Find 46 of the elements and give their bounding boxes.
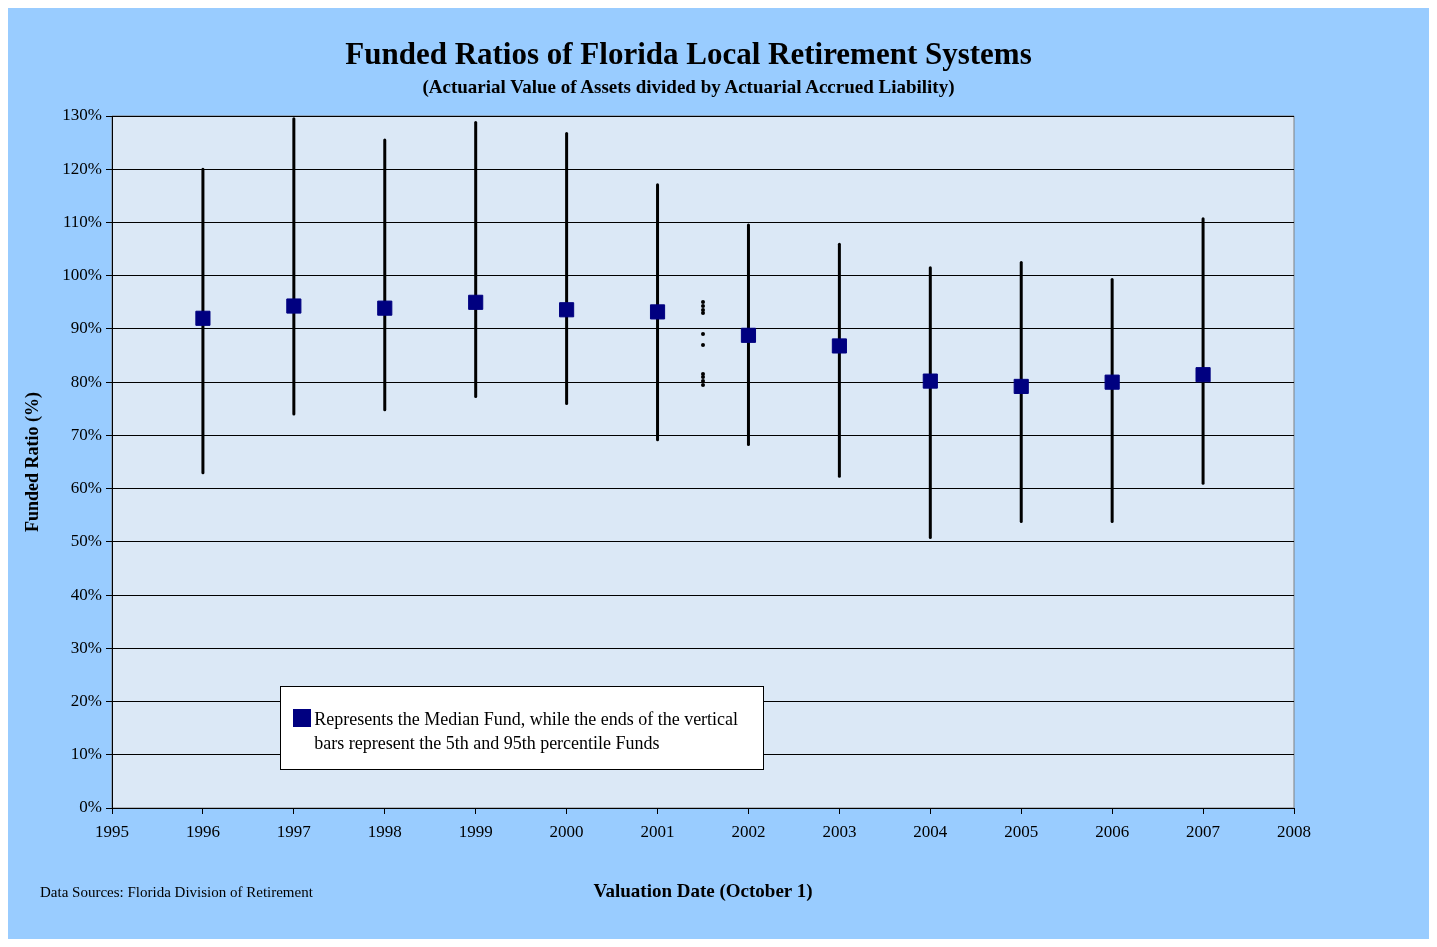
x-tick-label: 1995 [95,821,129,841]
point [377,300,393,316]
point [922,373,938,389]
point [468,294,484,310]
x-tick-label: 2006 [1095,821,1130,841]
x-tick-label: 1999 [458,821,493,841]
y-tick-label: 0% [79,797,102,817]
x-tick-label: 2002 [731,821,766,841]
point [740,327,757,343]
y-tick-label: 130% [62,105,102,125]
chart-title: Funded Ratios of Florida Local Retirement Systems [344,36,1033,72]
y-tick-label: 60% [70,478,102,498]
x-tick-label: 2007 [1186,821,1221,841]
point [1013,378,1029,394]
y-axis-title: Funded Ratio (%) [21,391,43,533]
chart-subtitle: (Actuarial Value of Assets divided by Actuarial Accrued Liability) [421,76,956,98]
y-tick-label: 80% [70,371,102,391]
y-tick-label: 90% [70,318,102,338]
y-tick-label: 110% [62,211,102,231]
y-tick-label: 70% [70,424,102,444]
text: Data Sources: Florida Division of Retirement [40,884,313,901]
x-tick-label: 1996 [185,821,220,841]
x-axis-title: Valuation Date (October 1) [593,880,813,901]
x-tick-label: 1997 [276,821,312,841]
legend-label: Represents the Median Fund, while the ends of the vertical bars represent the 5th and 95th percentile Funds [314,707,740,755]
y-tick-label: 30% [70,637,102,657]
point [559,302,575,318]
y-tick-label: 40% [70,584,102,604]
x-tick-label: 2001 [640,821,675,841]
y-tick-label: 20% [70,691,102,711]
point [1104,374,1120,390]
x-tick-label: 2004 [913,821,948,841]
point [831,338,847,354]
x-tick-label: 2003 [822,821,857,841]
point [1195,367,1211,383]
y-tick-label: 50% [70,531,102,551]
point [286,298,302,314]
y-tick-label: 120% [62,158,102,178]
x-tick-label: 2008 [1277,821,1311,841]
x-tick-label: 1998 [367,821,402,841]
y-tick-label: 10% [70,744,102,764]
x-tick-label: 2000 [549,821,584,841]
y-tick-label: 100% [62,265,102,285]
point [195,310,211,326]
x-tick-label: 2005 [1004,821,1039,841]
point [649,304,666,320]
